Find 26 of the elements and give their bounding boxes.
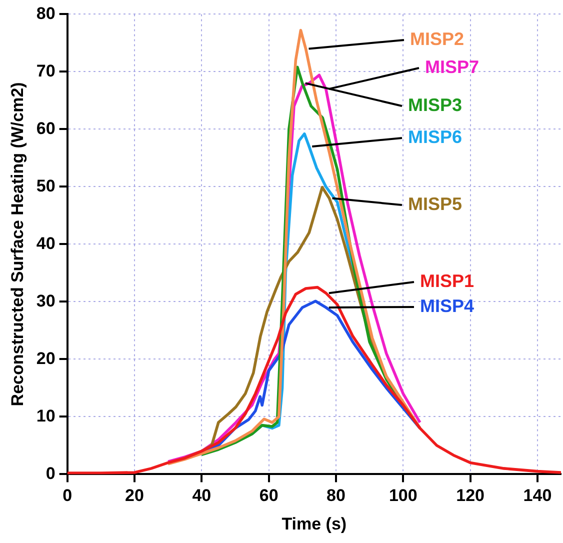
- x-tick-label: 120: [456, 486, 485, 506]
- y-tick-label: 80: [36, 4, 56, 23]
- text: MISP5: [408, 194, 462, 214]
- text: MISP4: [420, 296, 474, 316]
- y-tick-label: 60: [36, 118, 56, 138]
- y-axis-title: Reconstructed Surface Heating (W/cm2): [8, 82, 27, 406]
- text: MISP3: [408, 94, 462, 115]
- x-tick-label: 0: [62, 486, 72, 506]
- y-tick-label: 50: [36, 176, 56, 196]
- text: MISP6: [408, 126, 462, 147]
- y-tick-label: 70: [36, 61, 56, 80]
- text: MISP7: [425, 56, 480, 77]
- x-tick-label: 60: [259, 486, 278, 506]
- x-axis-title: Time (s): [282, 514, 347, 534]
- y-tick-label: 30: [36, 291, 56, 310]
- y-tick-label: 20: [36, 348, 56, 368]
- y-tick-label: 0: [46, 464, 56, 483]
- y-tick-label: 40: [36, 234, 56, 253]
- x-tick-label: 140: [523, 486, 552, 506]
- x-tick-label: 100: [388, 486, 418, 506]
- x-tick-label: 80: [326, 486, 346, 506]
- y-tick-label: 10: [36, 406, 56, 426]
- text: MISP1: [420, 270, 474, 291]
- x-tick-label: 40: [192, 486, 212, 506]
- x-tick-label: 20: [125, 486, 144, 506]
- text: MISP2: [410, 28, 464, 49]
